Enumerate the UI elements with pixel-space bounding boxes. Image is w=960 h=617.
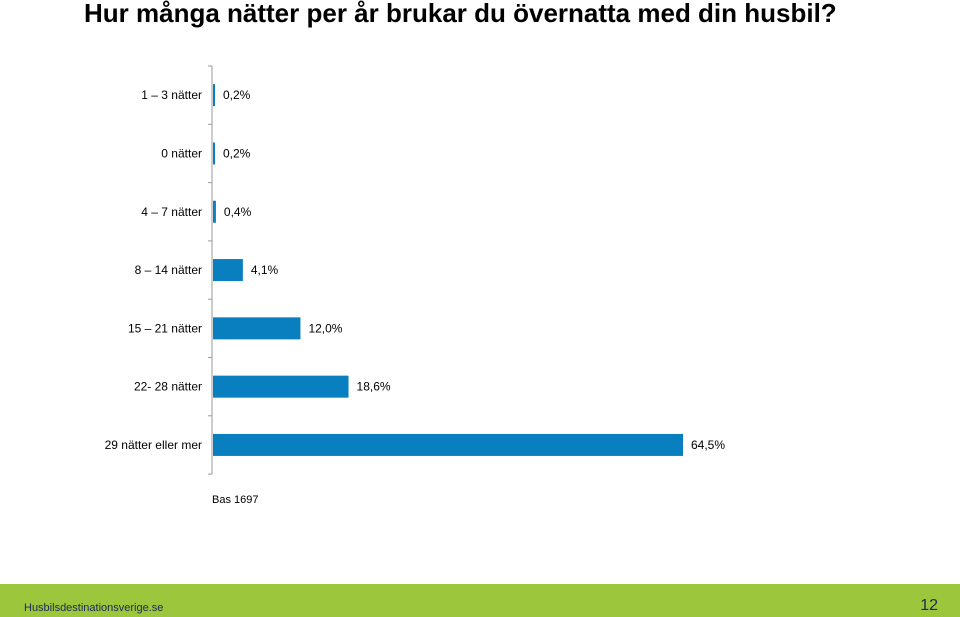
footer-bar: Husbilsdestinationsverige.se 12 [0, 584, 960, 617]
page-number: 12 [920, 597, 938, 614]
category-label: 0 nätter [161, 146, 202, 160]
category-label: 4 – 7 nätter [141, 205, 202, 219]
data-label: 0,2% [223, 88, 251, 102]
bar [213, 375, 349, 398]
data-label: 18,6% [357, 380, 391, 394]
category-label: 29 nätter eller mer [105, 438, 202, 452]
chart-title: Hur många nätter per år brukar du överna… [84, 0, 837, 28]
category-label: 1 – 3 nätter [141, 88, 202, 102]
bar [213, 84, 215, 107]
category-label: 8 – 14 nätter [135, 263, 202, 277]
data-label: 4,1% [251, 263, 279, 277]
bar [213, 200, 216, 223]
category-label: 15 – 21 nätter [128, 321, 202, 335]
base-note: Bas 1697 [212, 494, 259, 506]
data-label: 12,0% [308, 321, 342, 335]
bar [213, 259, 243, 282]
footer-site-link[interactable]: Husbilsdestinationsverige.se [24, 602, 164, 614]
data-label: 64,5% [691, 438, 725, 452]
bar [213, 433, 683, 456]
data-label: 0,4% [224, 205, 252, 219]
bar [213, 142, 215, 165]
bar [213, 317, 301, 340]
category-label: 22- 28 nätter [134, 380, 202, 394]
data-label: 0,2% [223, 146, 251, 160]
